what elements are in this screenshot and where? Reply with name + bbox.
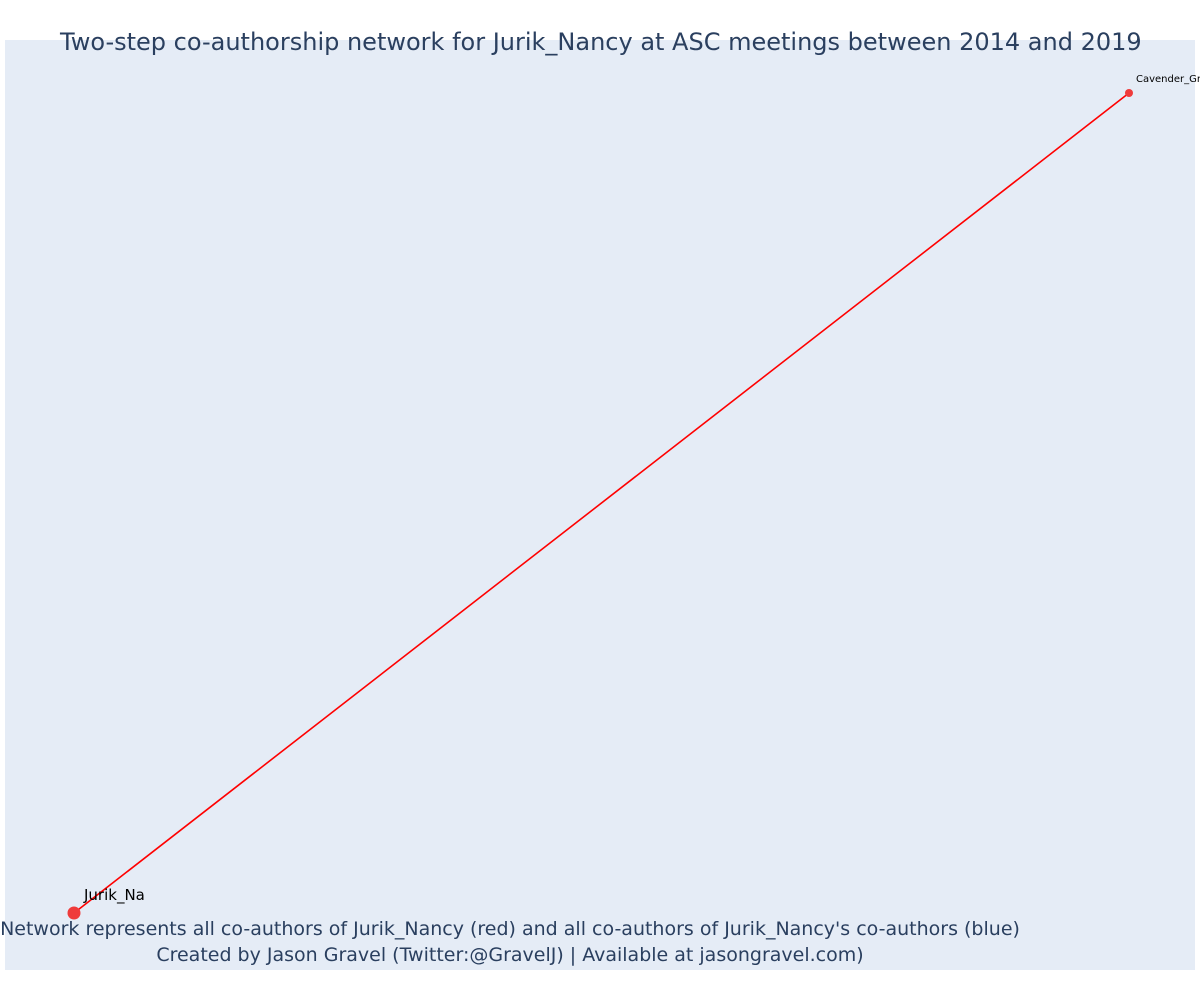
node-label-jurik: Jurik_Na [83, 886, 145, 905]
caption-description: Network represents all co-authors of Jur… [0, 918, 1020, 940]
edge-jurik-cavender [73, 92, 1130, 914]
caption-credit: Created by Jason Gravel (Twitter:@Gravel… [156, 944, 864, 966]
chart-title: Two-step co-authorship network for Jurik… [60, 28, 1142, 56]
node-label-cavender: Cavender_Gr [1136, 74, 1200, 85]
node-jurik[interactable] [67, 906, 81, 920]
node-cavender[interactable] [1125, 89, 1133, 97]
